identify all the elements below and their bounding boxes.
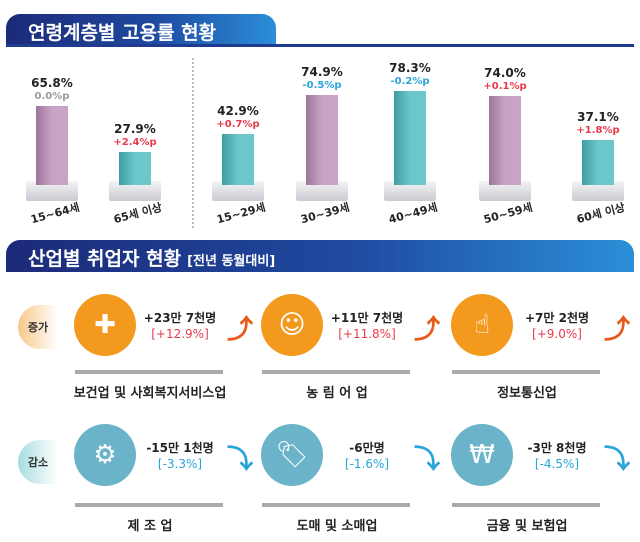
change-amount: +11만 7천명 bbox=[330, 311, 404, 325]
divider bbox=[192, 58, 194, 228]
change-amount: +23만 7천명 bbox=[143, 311, 217, 325]
change-percent: [+12.9%] bbox=[151, 327, 209, 341]
industry-name: 도매 및 소매업 bbox=[296, 519, 378, 534]
bar-pedestal bbox=[296, 181, 348, 201]
bar bbox=[394, 91, 426, 185]
bar bbox=[489, 96, 521, 185]
bar-pedestal bbox=[384, 181, 436, 201]
bar bbox=[119, 151, 151, 185]
bar bbox=[36, 106, 68, 185]
bar-pedestal bbox=[572, 181, 624, 201]
separator-line bbox=[75, 503, 223, 507]
change-amount: -6만명 bbox=[349, 441, 385, 455]
separator-line bbox=[452, 503, 600, 507]
category-label: 30~39세 bbox=[299, 200, 351, 227]
category-label: 50~59세 bbox=[482, 200, 534, 227]
arrow-down-icon: ⤵ bbox=[604, 445, 631, 475]
bar-value-label: 42.9% bbox=[217, 103, 259, 118]
industry-name: 정보통신업 bbox=[497, 386, 557, 401]
bar bbox=[582, 140, 614, 185]
sale-tag-shirt-icon: 🏷 bbox=[261, 424, 323, 486]
arrow-down-icon: ⤵ bbox=[414, 445, 441, 475]
section2-header: 산업별 취업자 현황 [전년 동월대비] bbox=[6, 240, 634, 272]
category-label: 15~29세 bbox=[215, 200, 267, 227]
decrease-badge: 감소 bbox=[18, 440, 58, 484]
bar-change-label: +0.7%p bbox=[216, 118, 260, 130]
bar-change-label: 0.0%p bbox=[34, 91, 70, 103]
bar-value-label: 37.1% bbox=[577, 110, 619, 125]
change-percent: [-3.3%] bbox=[157, 457, 203, 471]
bar-value-label: 74.0% bbox=[484, 66, 526, 81]
bar-value-label: 78.3% bbox=[389, 61, 431, 76]
bar-pedestal bbox=[212, 181, 264, 201]
bar-pedestal bbox=[109, 181, 161, 201]
section1-title: 연령계층별 고용률 현황 bbox=[28, 22, 217, 44]
industry-name: 제 조 업 bbox=[127, 519, 173, 534]
farmer-icon: ☺ bbox=[261, 294, 323, 356]
change-percent: [-1.6%] bbox=[344, 457, 390, 471]
header-rule bbox=[6, 44, 634, 47]
mouse-click-icon: ☝ bbox=[451, 294, 513, 356]
increase-badge: 증가 bbox=[18, 305, 58, 349]
category-label: 65세 이상 bbox=[112, 200, 164, 227]
bar-pedestal bbox=[26, 181, 78, 201]
arrow-up-icon: ⤴ bbox=[227, 315, 254, 345]
change-percent: [+11.8%] bbox=[338, 327, 396, 341]
medical-kit-heart-icon: ✚ bbox=[74, 294, 136, 356]
bar bbox=[306, 95, 338, 185]
change-percent: [-4.5%] bbox=[534, 457, 580, 471]
separator-line bbox=[262, 503, 410, 507]
change-amount: -15만 1천명 bbox=[146, 441, 214, 455]
industry-name: 농 림 어 업 bbox=[306, 386, 368, 401]
gear-person-icon: ⚙ bbox=[74, 424, 136, 486]
arrow-up-icon: ⤴ bbox=[604, 315, 631, 345]
category-label: 40~49세 bbox=[387, 200, 439, 227]
bar bbox=[222, 133, 254, 185]
change-percent: [+9.0%] bbox=[532, 327, 582, 341]
bar-change-label: +2.4%p bbox=[113, 136, 157, 148]
bar-value-label: 74.9% bbox=[301, 65, 343, 80]
separator-line bbox=[75, 370, 223, 374]
bar-value-label: 27.9% bbox=[114, 121, 156, 136]
industry-name: 보건업 및 사회복지서비스업 bbox=[73, 386, 227, 401]
section1-header: 연령계층별 고용률 현황 bbox=[6, 14, 276, 46]
bar-change-label: -0.2%p bbox=[390, 76, 430, 88]
category-label: 15~64세 bbox=[29, 200, 81, 227]
bar-change-label: +1.8%p bbox=[576, 125, 620, 137]
bar-pedestal bbox=[479, 181, 531, 201]
arrow-down-icon: ⤵ bbox=[227, 445, 254, 475]
section2-subtitle: [전년 동월대비] bbox=[187, 254, 276, 269]
section2-title: 산업별 취업자 현황 bbox=[28, 248, 182, 270]
separator-line bbox=[262, 370, 410, 374]
category-label: 60세 이상 bbox=[575, 200, 627, 227]
bar-value-label: 65.8% bbox=[31, 76, 73, 91]
industry-name: 금융 및 보험업 bbox=[486, 519, 568, 534]
change-amount: +7만 2천명 bbox=[524, 311, 590, 325]
arrow-up-icon: ⤴ bbox=[414, 315, 441, 345]
change-amount: -3만 8천명 bbox=[527, 441, 587, 455]
money-bills-icon: ₩ bbox=[451, 424, 513, 486]
bar-change-label: -0.5%p bbox=[302, 80, 342, 92]
separator-line bbox=[452, 370, 600, 374]
bar-change-label: +0.1%p bbox=[483, 81, 527, 93]
